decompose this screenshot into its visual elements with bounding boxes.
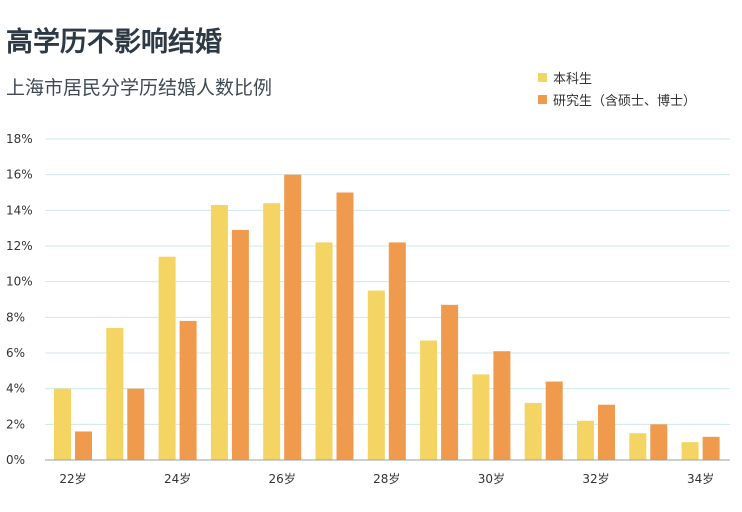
bar-postgrad-11: [650, 424, 668, 460]
legend-swatch-postgrad: [538, 94, 547, 104]
legend-label-undergrad: 本科生: [553, 71, 593, 87]
bar-postgrad-1: [127, 388, 145, 460]
x-tick-label-0: 22岁: [59, 471, 86, 486]
y-tick-label-8: 16%: [6, 168, 33, 182]
x-tick-label-12: 34岁: [687, 471, 714, 486]
y-tick-label-4: 8%: [6, 310, 25, 324]
bar-undergrad-6: [367, 290, 385, 460]
y-tick-label-7: 14%: [6, 203, 33, 217]
bar-postgrad-4: [284, 174, 302, 460]
bar-undergrad-0: [54, 388, 71, 460]
bar-postgrad-8: [493, 351, 511, 460]
bar-postgrad-7: [441, 304, 459, 460]
y-tick-label-2: 4%: [6, 382, 25, 396]
y-tick-label-0: 0%: [6, 453, 25, 467]
x-tick-label-10: 32岁: [582, 471, 609, 486]
bar-undergrad-4: [263, 203, 281, 460]
bar-undergrad-11: [629, 433, 647, 460]
x-tick-label-4: 26岁: [269, 471, 296, 486]
y-tick-label-9: 18%: [6, 132, 33, 146]
bar-undergrad-3: [210, 204, 228, 460]
bar-undergrad-12: [681, 442, 699, 460]
chart-title: 高学历不影响结婚: [6, 27, 222, 58]
bar-postgrad-6: [388, 242, 406, 460]
bar-postgrad-10: [598, 404, 615, 460]
y-tick-label-1: 2%: [6, 417, 25, 431]
bar-undergrad-10: [577, 420, 594, 460]
bar-undergrad-5: [315, 242, 333, 460]
legend-item-postgrad: 研究生（含硕士、博士）: [538, 88, 696, 110]
bar-postgrad-9: [545, 381, 563, 460]
bar-undergrad-7: [420, 340, 438, 460]
bar-undergrad-8: [472, 374, 490, 460]
x-tick-label-6: 28岁: [373, 471, 400, 486]
bar-postgrad-2: [179, 320, 197, 460]
legend-swatch-undergrad: [538, 72, 547, 82]
y-tick-label-6: 12%: [6, 239, 33, 253]
y-tick-label-3: 6%: [6, 346, 25, 360]
chart-subtitle: 上海市居民分学历结婚人数比例: [6, 77, 273, 99]
bar-undergrad-2: [158, 256, 176, 460]
x-tick-label-8: 30岁: [478, 471, 505, 486]
chart-legend: 本科生 研究生（含硕士、博士）: [538, 66, 696, 110]
x-tick-label-2: 24岁: [164, 471, 191, 486]
bar-undergrad-1: [106, 328, 124, 460]
bar-postgrad-3: [231, 229, 249, 460]
bar-undergrad-9: [524, 402, 542, 460]
bar-postgrad-5: [336, 192, 354, 460]
y-tick-label-5: 10%: [6, 275, 33, 289]
bar-postgrad-12: [702, 436, 720, 460]
legend-item-undergrad: 本科生: [538, 66, 696, 88]
bar-postgrad-0: [75, 431, 92, 460]
legend-label-postgrad: 研究生（含硕士、博士）: [553, 93, 697, 109]
